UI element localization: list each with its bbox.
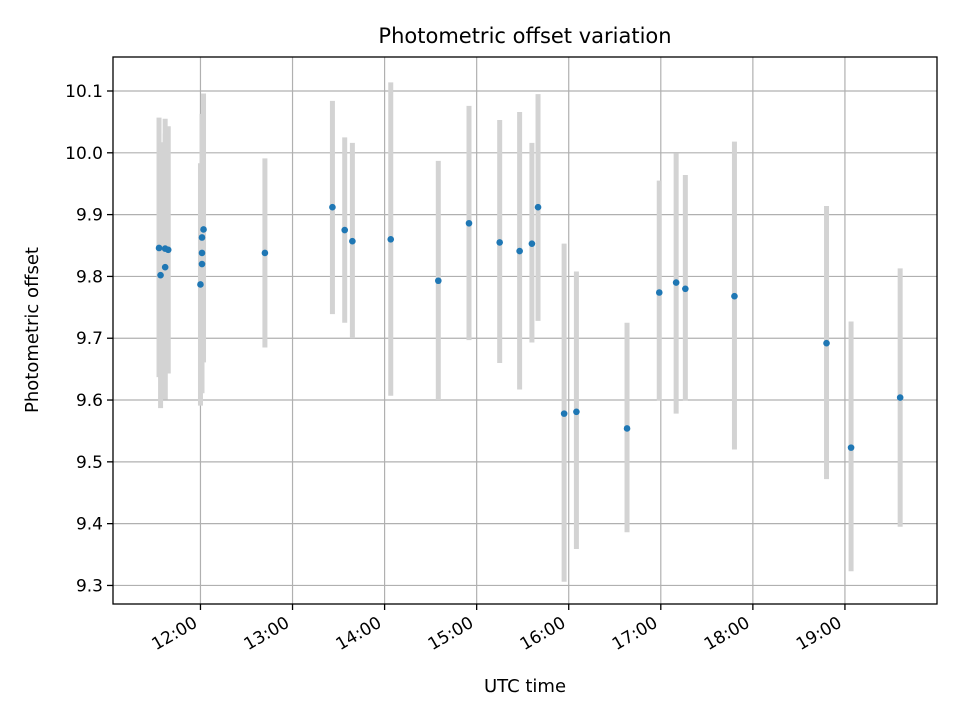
data-point	[528, 240, 536, 247]
data-point	[197, 281, 204, 288]
data-point	[823, 339, 830, 347]
data-point	[155, 244, 163, 252]
error-bars	[156, 82, 903, 582]
data-point	[387, 236, 395, 243]
data-point	[623, 425, 631, 432]
y-axis-title: Photometric offset	[22, 247, 43, 413]
data-point	[200, 226, 207, 233]
data-point	[516, 247, 523, 255]
data-point	[465, 219, 473, 227]
data-point	[573, 408, 580, 416]
data-point	[682, 285, 689, 293]
x-tick-label: 17:00	[609, 613, 661, 655]
data-point	[329, 203, 336, 211]
y-tick-label: 10.0	[65, 144, 103, 164]
plot-frame	[112, 56, 938, 605]
data-point	[349, 237, 356, 245]
y-tick-label: 9.4	[76, 515, 103, 535]
data-point	[847, 444, 855, 451]
data-point	[655, 289, 663, 296]
data-point	[157, 271, 164, 279]
x-tick-label: 16:00	[517, 613, 569, 655]
x-axis-title: UTC time	[484, 676, 566, 697]
data-point	[161, 263, 169, 271]
data-point	[896, 394, 904, 401]
y-tick-label: 10.1	[65, 82, 103, 102]
data-point	[198, 260, 206, 268]
data-point	[198, 234, 206, 241]
data-point	[496, 239, 503, 246]
data-point	[164, 246, 172, 254]
data-point	[534, 203, 542, 211]
data-point	[341, 226, 349, 234]
y-tick-label: 9.8	[76, 267, 103, 287]
x-tick-label: 12:00	[149, 613, 201, 655]
y-tick-label: 9.7	[76, 329, 103, 349]
data-point	[261, 249, 269, 257]
x-axis-ticks: 12:00 13:00 14:00 15:00 16:00 17:00 18:00 19:00	[149, 604, 846, 655]
x-tick-label: 18:00	[701, 613, 753, 655]
data-point	[672, 279, 680, 286]
data-point	[435, 277, 442, 285]
data-point	[560, 410, 568, 417]
y-tick-label: 9.6	[76, 391, 103, 411]
data-point	[198, 249, 206, 257]
y-tick-label: 9.5	[76, 453, 103, 473]
x-tick-label: 15:00	[425, 613, 477, 655]
y-tick-label: 9.3	[76, 576, 103, 596]
x-tick-label: 19:00	[793, 613, 845, 655]
y-axis-ticks: 9.3 9.4 9.5 9.6 9.7 9.8 9.9 10.0 10.1	[65, 82, 113, 596]
x-tick-label: 14:00	[333, 613, 385, 655]
x-tick-label: 13:00	[241, 613, 293, 655]
grid	[113, 57, 937, 604]
y-tick-label: 9.9	[76, 206, 103, 226]
data-point	[731, 292, 738, 300]
data-points	[155, 203, 904, 451]
chart-title: Photometric offset variation	[378, 24, 671, 48]
